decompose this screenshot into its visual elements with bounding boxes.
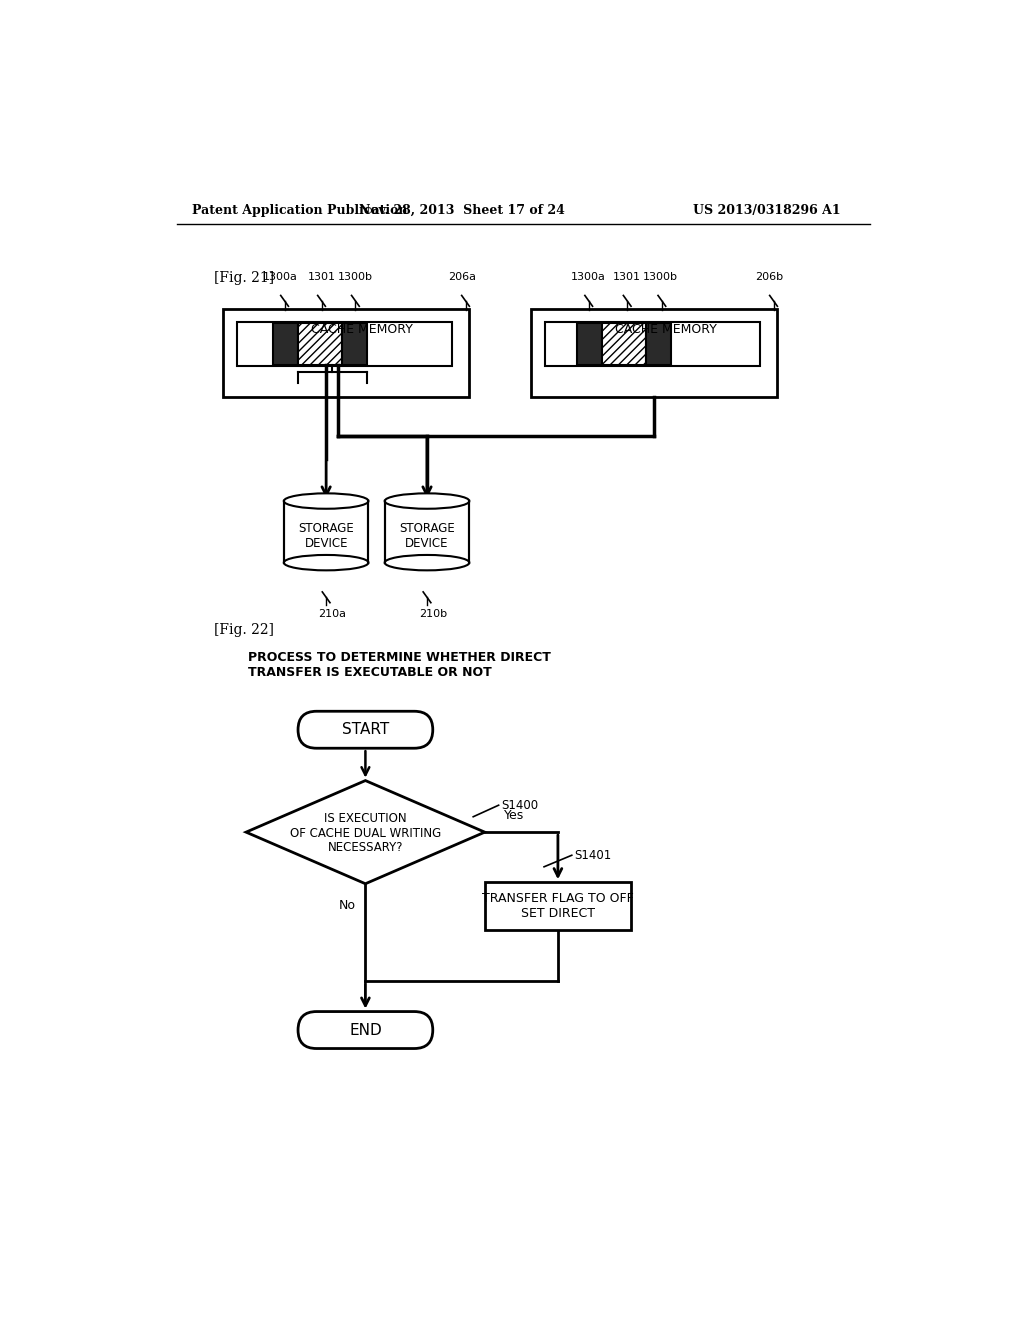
Text: 210b: 210b — [419, 609, 447, 619]
Ellipse shape — [284, 494, 369, 508]
Bar — [484, 882, 631, 929]
Ellipse shape — [284, 554, 369, 570]
Text: Patent Application Publication: Patent Application Publication — [193, 205, 408, 218]
Text: [Fig. 21]: [Fig. 21] — [214, 271, 273, 285]
Text: IS EXECUTION: IS EXECUTION — [325, 812, 407, 825]
Text: 210a: 210a — [318, 609, 346, 619]
Polygon shape — [246, 780, 484, 884]
Text: 206b: 206b — [756, 272, 783, 281]
Text: STORAGE
DEVICE: STORAGE DEVICE — [298, 521, 354, 549]
Bar — [298, 323, 342, 364]
Bar — [578, 323, 602, 364]
Text: Yes: Yes — [504, 809, 524, 822]
Text: OF CACHE DUAL WRITING: OF CACHE DUAL WRITING — [290, 828, 441, 841]
Text: PROCESS TO DETERMINE WHETHER DIRECT: PROCESS TO DETERMINE WHETHER DIRECT — [248, 651, 551, 664]
Bar — [223, 309, 469, 397]
Bar — [284, 502, 369, 562]
Text: S1401: S1401 — [574, 849, 611, 862]
Text: END: END — [349, 1023, 382, 1038]
FancyBboxPatch shape — [298, 711, 433, 748]
Text: S1400: S1400 — [501, 799, 538, 812]
Bar — [602, 323, 646, 364]
Text: TRANSFER FLAG TO OFF: TRANSFER FLAG TO OFF — [482, 892, 634, 906]
Text: 1301: 1301 — [307, 272, 336, 281]
Text: 1300a: 1300a — [571, 272, 606, 281]
Ellipse shape — [385, 554, 469, 570]
Text: 1300a: 1300a — [263, 272, 298, 281]
Text: 206a: 206a — [447, 272, 476, 281]
FancyBboxPatch shape — [298, 1011, 433, 1048]
Text: SET DIRECT: SET DIRECT — [521, 907, 595, 920]
Text: 1300b: 1300b — [338, 272, 373, 281]
Text: CACHE MEMORY: CACHE MEMORY — [614, 323, 717, 335]
Ellipse shape — [385, 494, 469, 508]
Bar — [237, 322, 453, 367]
Text: 1300b: 1300b — [643, 272, 678, 281]
Bar — [545, 322, 761, 367]
Bar — [342, 323, 367, 364]
Text: 1301: 1301 — [613, 272, 641, 281]
Text: CACHE MEMORY: CACHE MEMORY — [310, 323, 413, 335]
Text: Nov. 28, 2013  Sheet 17 of 24: Nov. 28, 2013 Sheet 17 of 24 — [358, 205, 564, 218]
Bar — [273, 323, 298, 364]
Text: No: No — [339, 899, 356, 912]
Text: STORAGE
DEVICE: STORAGE DEVICE — [399, 521, 455, 549]
Bar — [646, 323, 671, 364]
Text: START: START — [342, 722, 389, 738]
Text: NECESSARY?: NECESSARY? — [328, 841, 403, 854]
Bar — [385, 502, 469, 562]
Text: TRANSFER IS EXECUTABLE OR NOT: TRANSFER IS EXECUTABLE OR NOT — [248, 667, 492, 680]
Text: [Fig. 22]: [Fig. 22] — [214, 623, 273, 636]
Text: US 2013/0318296 A1: US 2013/0318296 A1 — [692, 205, 841, 218]
Bar — [531, 309, 777, 397]
